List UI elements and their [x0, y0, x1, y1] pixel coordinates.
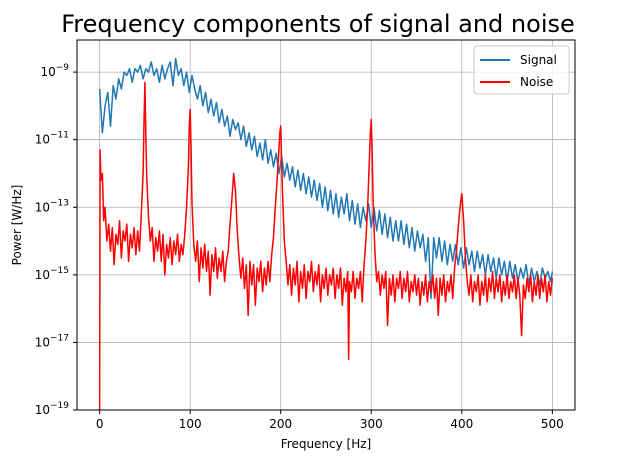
series-layer	[98, 57, 554, 411]
y-axis: 10−19 10−17 10−15 10−13 10−11 10−9	[35, 63, 77, 417]
legend-label-noise: Noise	[520, 75, 553, 89]
grid	[77, 40, 575, 411]
series-line-noise	[98, 81, 554, 411]
y-tick-label: 10−15	[35, 266, 69, 282]
legend-label-signal: Signal	[520, 53, 557, 67]
y-tick-label: 10−9	[40, 63, 69, 79]
x-axis: 0 100 200 300 400 500	[96, 410, 564, 431]
legend: Signal Noise	[473, 45, 570, 95]
y-tick-label: 10−13	[35, 198, 69, 214]
y-tick-label: 10−11	[35, 131, 69, 147]
y-tick-label: 10−19	[35, 401, 70, 417]
x-axis-label: Frequency [Hz]	[281, 437, 372, 451]
x-tick-label: 0	[96, 417, 104, 431]
y-axis-label: Power [W/Hz]	[10, 185, 24, 266]
plot-frame	[76, 39, 576, 411]
x-tick-label: 200	[269, 417, 292, 431]
series-line-signal	[98, 57, 554, 300]
x-tick-label: 400	[450, 417, 473, 431]
chart-title: Frequency components of signal and noise	[61, 10, 575, 38]
x-tick-label: 100	[179, 417, 202, 431]
y-tick-label: 10−17	[35, 333, 69, 349]
x-tick-label: 300	[360, 417, 383, 431]
x-tick-label: 500	[541, 417, 564, 431]
